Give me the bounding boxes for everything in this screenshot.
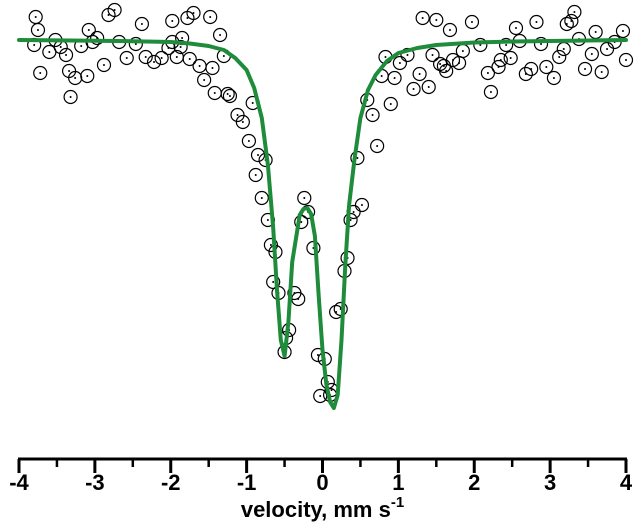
data-point <box>387 70 402 86</box>
data-point <box>588 24 603 40</box>
data-point <box>254 190 269 206</box>
data-point <box>96 57 112 73</box>
data-point <box>594 64 609 80</box>
data-point <box>464 14 480 30</box>
x-tick-label: 2 <box>468 470 480 495</box>
data-point <box>212 27 228 43</box>
data-point <box>421 79 436 95</box>
data-point <box>442 22 458 38</box>
data-point <box>248 167 263 183</box>
data-point <box>128 36 143 52</box>
data-point <box>480 65 496 81</box>
data-point <box>235 114 250 130</box>
data-point <box>564 13 579 29</box>
data-point <box>138 49 153 65</box>
data-point <box>134 16 150 32</box>
data-point <box>400 47 415 63</box>
x-tick-label: -3 <box>85 470 105 495</box>
data-point <box>365 107 380 123</box>
data-point <box>529 14 544 30</box>
data-point <box>33 65 48 81</box>
data-point <box>80 68 95 84</box>
x-tick-label: -1 <box>237 470 257 495</box>
data-point <box>406 81 421 97</box>
data-point <box>222 88 238 104</box>
data-point <box>182 51 197 67</box>
data-point <box>63 89 78 105</box>
x-tick-label: 4 <box>620 470 633 495</box>
data-point <box>412 66 427 82</box>
data-point <box>154 50 169 66</box>
data-point <box>455 43 470 59</box>
data-point <box>429 12 444 28</box>
data-point <box>473 37 488 53</box>
data-point <box>533 36 549 52</box>
data-point <box>615 23 631 39</box>
data-point <box>107 2 122 18</box>
data-point <box>30 22 46 38</box>
data-point <box>503 50 518 66</box>
data-point <box>186 5 201 21</box>
data-point <box>205 60 220 76</box>
data-point <box>584 46 599 62</box>
x-tick-label: 1 <box>392 470 404 495</box>
x-axis-label-text: velocity, mm s <box>241 497 391 522</box>
data-point <box>425 47 440 63</box>
data-point <box>559 16 574 32</box>
data-point <box>203 9 218 25</box>
data-point <box>556 41 571 57</box>
x-tick-label: 0 <box>316 470 328 495</box>
data-point <box>508 20 524 36</box>
data-point <box>524 61 539 77</box>
data-point <box>415 10 430 26</box>
data-point <box>250 147 266 163</box>
x-axis-label-superscript: -1 <box>391 494 404 511</box>
data-point <box>354 197 370 213</box>
x-tick-label: -4 <box>9 470 29 495</box>
data-point <box>173 39 188 55</box>
data-point <box>439 63 454 79</box>
data-point <box>220 86 235 102</box>
data-point <box>192 58 207 74</box>
data-point <box>499 37 514 53</box>
data-point <box>483 84 499 100</box>
data-point <box>241 133 257 149</box>
data-point <box>599 41 615 57</box>
data-point <box>546 70 562 86</box>
data-point <box>119 50 134 66</box>
data-point <box>491 59 506 75</box>
data-point <box>28 9 43 25</box>
data-point <box>297 190 312 206</box>
data-point <box>230 107 245 123</box>
data-point <box>207 85 222 101</box>
data-point <box>539 59 554 75</box>
data-point <box>370 138 385 154</box>
data-point <box>263 237 279 253</box>
data-point <box>313 388 328 404</box>
data-point <box>577 61 593 77</box>
data-point <box>146 54 162 70</box>
data-point <box>197 72 212 88</box>
data-point <box>567 4 582 20</box>
data-point <box>618 52 634 68</box>
data-point <box>165 13 180 29</box>
x-tick-label: 3 <box>544 470 556 495</box>
data-points <box>27 2 634 404</box>
x-axis-ticks: -4 -3 -2 -1 0 1 2 3 4 <box>9 459 633 495</box>
data-point <box>493 52 508 68</box>
data-point <box>392 55 407 71</box>
fit-curve <box>17 38 628 410</box>
x-tick-label: -2 <box>161 470 181 495</box>
data-point <box>90 30 105 46</box>
data-point <box>81 22 96 38</box>
data-point <box>552 49 567 65</box>
data-point <box>383 96 398 112</box>
data-point <box>58 47 74 63</box>
x-axis-label: velocity, mm s-1 <box>241 494 404 522</box>
